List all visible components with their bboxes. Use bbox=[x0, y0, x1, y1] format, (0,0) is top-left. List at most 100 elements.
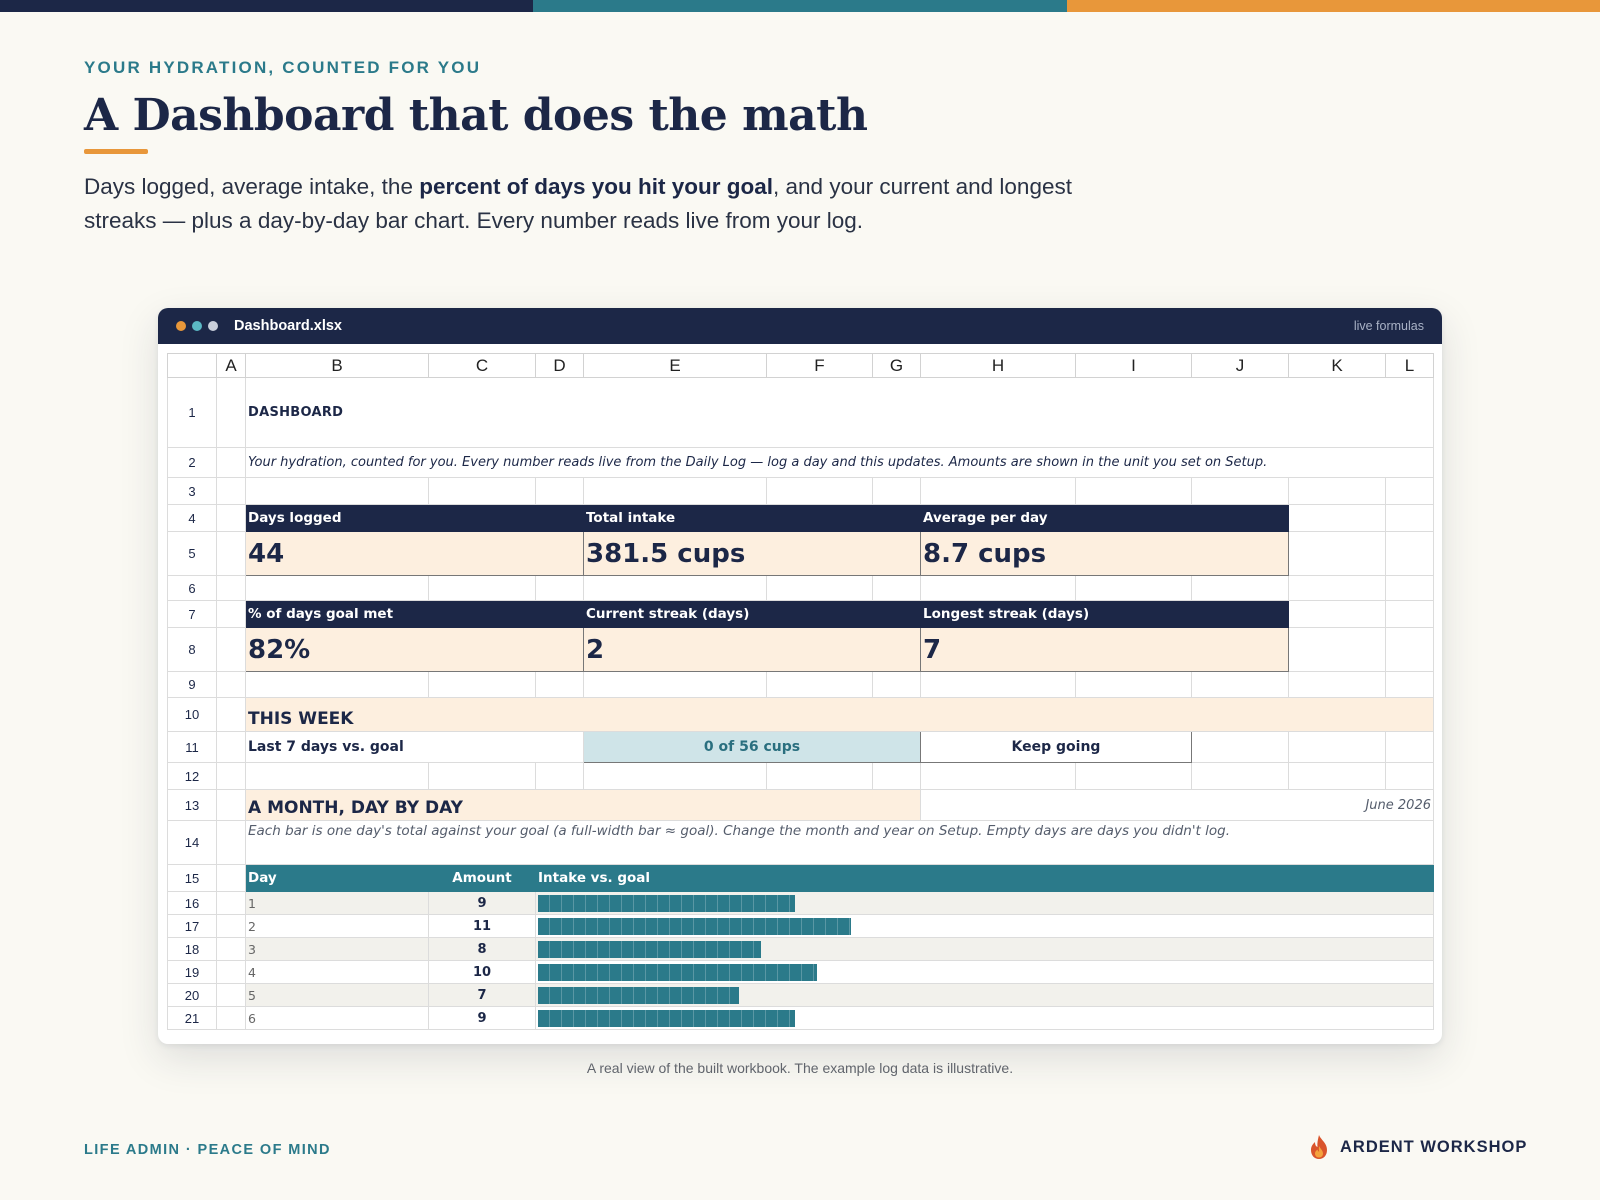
row-header[interactable]: 21 bbox=[167, 1006, 217, 1030]
table-header-amount[interactable]: Amount bbox=[428, 864, 536, 892]
bar-cell[interactable] bbox=[535, 1006, 1434, 1030]
window-filename: Dashboard.xlsx bbox=[234, 318, 342, 334]
row-header[interactable]: 6 bbox=[167, 575, 217, 601]
column-header[interactable]: H bbox=[920, 353, 1076, 378]
row-header[interactable]: 11 bbox=[167, 731, 217, 763]
bar-cell[interactable] bbox=[535, 983, 1434, 1007]
row-header[interactable]: 7 bbox=[167, 600, 217, 628]
row-header[interactable]: 10 bbox=[167, 697, 217, 732]
lede-text-2: , and your current and longest streaks —… bbox=[84, 174, 1072, 233]
day-cell[interactable]: 3 bbox=[245, 937, 429, 961]
kpi-value-average-per-day[interactable]: 8.7 cups bbox=[920, 531, 1289, 576]
amount-cell[interactable]: 10 bbox=[428, 960, 536, 984]
cell[interactable] bbox=[216, 447, 246, 478]
column-header[interactable]: B bbox=[245, 353, 429, 378]
kpi-label-longest-streak[interactable]: Longest streak (days) bbox=[920, 600, 1289, 628]
row-header[interactable]: 14 bbox=[167, 820, 217, 865]
kpi-label-current-streak[interactable]: Current streak (days) bbox=[583, 600, 921, 628]
row-header[interactable]: 3 bbox=[167, 477, 217, 505]
kpi-value-longest-streak[interactable]: 7 bbox=[920, 627, 1289, 672]
row-header[interactable]: 20 bbox=[167, 983, 217, 1007]
row-header[interactable]: 5 bbox=[167, 531, 217, 576]
sheet-row: 12 bbox=[167, 762, 1434, 790]
column-header[interactable]: E bbox=[583, 353, 767, 378]
window-dot-grey[interactable] bbox=[208, 321, 218, 331]
row-header[interactable]: 17 bbox=[167, 914, 217, 938]
kpi-label-average-per-day[interactable]: Average per day bbox=[920, 504, 1289, 532]
accent-segment-teal bbox=[533, 0, 1067, 12]
bar-cell[interactable] bbox=[535, 960, 1434, 984]
screenshot-caption: A real view of the built workbook. The e… bbox=[586, 1060, 1014, 1076]
kpi-label-goal-met[interactable]: % of days goal met bbox=[245, 600, 584, 628]
footer-brand[interactable]: ARDENT WORKSHOP bbox=[1308, 1134, 1527, 1160]
bar-cell[interactable] bbox=[535, 937, 1434, 961]
column-header[interactable]: C bbox=[428, 353, 536, 378]
accent-segment-navy bbox=[0, 0, 534, 12]
sheet-row: 5 44 381.5 cups 8.7 cups bbox=[167, 531, 1434, 576]
row-header[interactable]: 15 bbox=[167, 864, 217, 892]
week-status-cell[interactable]: Keep going bbox=[920, 731, 1192, 763]
row-header[interactable]: 12 bbox=[167, 762, 217, 790]
sheet-row: 7 % of days goal met Current streak (day… bbox=[167, 600, 1434, 628]
sheet-row: 1 DASHBOARD bbox=[167, 377, 1434, 448]
window-dot-orange[interactable] bbox=[176, 321, 186, 331]
accent-segment-orange bbox=[1066, 0, 1600, 12]
table-header-chart[interactable]: Intake vs. goal bbox=[535, 864, 1434, 892]
sheet-row: 4 Days logged Total intake Average per d… bbox=[167, 504, 1434, 532]
row-header[interactable]: 4 bbox=[167, 504, 217, 532]
column-header[interactable]: L bbox=[1385, 353, 1434, 378]
day-cell[interactable]: 6 bbox=[245, 1006, 429, 1030]
kpi-label-total-intake[interactable]: Total intake bbox=[583, 504, 921, 532]
day-cell[interactable]: 4 bbox=[245, 960, 429, 984]
bar-cell[interactable] bbox=[535, 891, 1434, 915]
row-header[interactable]: 2 bbox=[167, 447, 217, 478]
table-row: 21 6 9 bbox=[167, 1006, 1434, 1030]
sheet-row: 13 A MONTH, DAY BY DAY June 2026 bbox=[167, 789, 1434, 821]
day-cell[interactable]: 5 bbox=[245, 983, 429, 1007]
column-header[interactable]: D bbox=[535, 353, 584, 378]
column-header[interactable]: K bbox=[1288, 353, 1386, 378]
kpi-value-days-logged[interactable]: 44 bbox=[245, 531, 584, 576]
window-dot-teal[interactable] bbox=[192, 321, 202, 331]
column-header[interactable]: G bbox=[872, 353, 921, 378]
section-this-week[interactable]: THIS WEEK bbox=[245, 697, 1434, 732]
cell[interactable] bbox=[216, 377, 246, 448]
kpi-value-current-streak[interactable]: 2 bbox=[583, 627, 921, 672]
section-month[interactable]: A MONTH, DAY BY DAY bbox=[245, 789, 921, 821]
day-cell[interactable]: 2 bbox=[245, 914, 429, 938]
row-header[interactable]: 9 bbox=[167, 671, 217, 698]
column-header[interactable]: J bbox=[1191, 353, 1289, 378]
bar-cell[interactable] bbox=[535, 914, 1434, 938]
column-header[interactable]: A bbox=[216, 353, 246, 378]
column-header[interactable]: F bbox=[766, 353, 873, 378]
table-row: 20 5 7 bbox=[167, 983, 1434, 1007]
amount-cell[interactable]: 7 bbox=[428, 983, 536, 1007]
row-header[interactable]: 18 bbox=[167, 937, 217, 961]
column-header[interactable]: I bbox=[1075, 353, 1192, 378]
amount-cell[interactable]: 9 bbox=[428, 891, 536, 915]
dashboard-subtitle-cell[interactable]: Your hydration, counted for you. Every n… bbox=[245, 447, 1434, 478]
row-header[interactable]: 8 bbox=[167, 627, 217, 672]
month-period-cell[interactable]: June 2026 bbox=[920, 789, 1434, 821]
corner-cell[interactable] bbox=[167, 353, 217, 378]
kpi-value-goal-met[interactable]: 82% bbox=[245, 627, 584, 672]
day-cell[interactable]: 1 bbox=[245, 891, 429, 915]
eyebrow: YOUR HYDRATION, COUNTED FOR YOU bbox=[84, 58, 482, 77]
kpi-value-total-intake[interactable]: 381.5 cups bbox=[583, 531, 921, 576]
amount-cell[interactable]: 11 bbox=[428, 914, 536, 938]
table-row: 17 2 11 bbox=[167, 914, 1434, 938]
amount-cell[interactable]: 9 bbox=[428, 1006, 536, 1030]
amount-cell[interactable]: 8 bbox=[428, 937, 536, 961]
dashboard-title-cell[interactable]: DASHBOARD bbox=[245, 377, 1434, 448]
row-header[interactable]: 16 bbox=[167, 891, 217, 915]
table-header-day[interactable]: Day bbox=[245, 864, 429, 892]
table-row: 16 1 9 bbox=[167, 891, 1434, 915]
row-header[interactable]: 19 bbox=[167, 960, 217, 984]
week-label-cell[interactable]: Last 7 days vs. goal bbox=[245, 731, 584, 763]
row-header[interactable]: 1 bbox=[167, 377, 217, 448]
month-note-cell[interactable]: Each bar is one day's total against your… bbox=[245, 820, 1434, 865]
week-progress-cell[interactable]: 0 of 56 cups bbox=[583, 731, 921, 763]
spreadsheet-grid: A B C D E F G H I J K L 1 DASHBOARD 2 bbox=[167, 353, 1434, 1030]
kpi-label-days-logged[interactable]: Days logged bbox=[245, 504, 584, 532]
row-header[interactable]: 13 bbox=[167, 789, 217, 821]
